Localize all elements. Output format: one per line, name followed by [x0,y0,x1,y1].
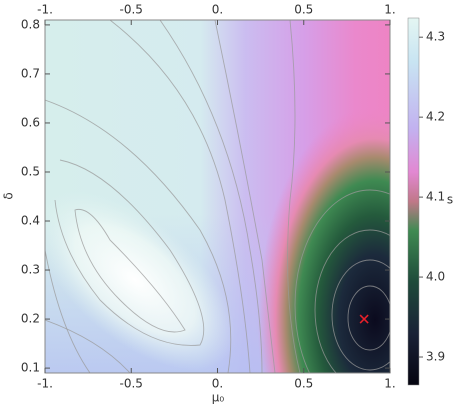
x-tick-label: -1. [37,377,53,391]
colorbar-label: s [447,193,453,207]
y-tick-label: 0.6 [21,115,40,129]
colorbar-tick-label: 4.3 [426,30,445,44]
y-tick-label: 0.2 [21,312,40,326]
density-field [45,20,390,373]
x-tick-label-top: -0.5 [120,3,143,17]
x-tick-label-top: -1. [37,3,53,17]
colorbar-tick-label: 4.0 [426,270,445,284]
marker-stroke [359,314,369,324]
x-tick-label-top: 1. [384,3,395,17]
y-tick-label: 0.5 [21,164,40,178]
y-tick-label: 0.3 [21,263,40,277]
x-tick-label: 1. [384,377,395,391]
x-tick-label: -0.5 [120,377,143,391]
y-tick-label: 0.8 [21,17,40,31]
x-tick-label: 0. [212,377,223,391]
x-axis-label: μ₀ [212,391,225,405]
y-tick-label: 0.4 [21,214,40,228]
colorbar-tick-label: 4.1 [426,190,445,204]
x-tick-label-top: 0. [212,3,223,17]
x-tick-label: 0.5 [294,377,313,391]
y-axis-label: δ [2,192,16,199]
colorbar [407,17,420,386]
colorbar-tick-label: 4.2 [426,110,445,124]
marker [359,314,369,324]
x-tick-label-top: 0.5 [294,3,313,17]
colorbar-tick-label: 3.9 [426,350,445,364]
y-tick-label: 0.7 [21,66,40,80]
y-tick-label: 0.1 [21,361,40,375]
